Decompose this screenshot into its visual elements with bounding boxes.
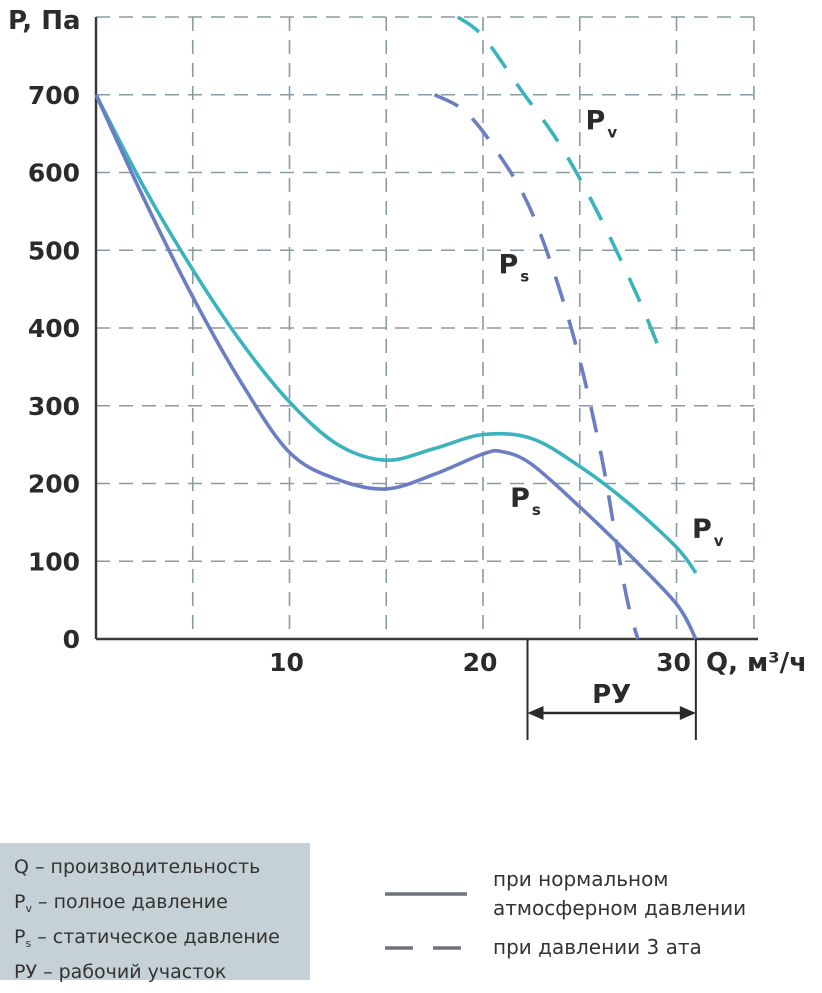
legend-text: – полное давление (31, 891, 228, 913)
x-tick-label: 10 (269, 648, 304, 677)
y-tick-label: 400 (28, 314, 80, 343)
legend-text: – статическое давление (31, 926, 280, 948)
x-axis-title: Q, м³/ч (706, 648, 807, 678)
series-line-ps-dashed (433, 93, 640, 640)
y-tick-label: 200 (28, 470, 80, 499)
legend-symbol: РУ (14, 961, 38, 983)
series-line-ps-solid (94, 93, 698, 640)
curve-label-subscript: v (607, 124, 617, 142)
axes (94, 17, 758, 641)
legend-symbol: Q (14, 856, 29, 878)
y-tick-label: 500 (28, 236, 80, 265)
y-tick-label: 600 (28, 159, 80, 188)
legend-solid-line2: атмосферном давлении (493, 896, 747, 920)
grid (96, 16, 758, 639)
x-tick-label: 30 (656, 648, 691, 677)
legend-solid-text: при нормальном атмосферном давлении (493, 865, 746, 923)
tick-labels: 0 100 200 300 400 500 600 700 10 20 30 (28, 81, 691, 677)
curve-label-subscript: v (714, 532, 724, 550)
y-axis-title: P, Па (8, 6, 81, 36)
legend-subscript: v (25, 902, 32, 915)
curves (94, 15, 698, 640)
legend-symbol: P (14, 926, 26, 948)
x-tick-label: 20 (463, 648, 498, 677)
series-line-pv-dashed (456, 15, 659, 345)
y-tick-label: 0 (63, 625, 80, 654)
legend-row-pv: Pv – полное давление (14, 888, 310, 923)
legend-row-q: Q – производительность (14, 853, 310, 888)
y-tick-label: 300 (28, 392, 80, 421)
solid-line-swatch (385, 892, 467, 896)
legend-dashed-row: при давлении 3 ата (385, 933, 702, 962)
legend-text: – производительность (28, 856, 261, 878)
legend-symbol: P (14, 891, 26, 913)
y-tick-label: 700 (28, 81, 80, 110)
legend-text: – рабочий участок (37, 961, 227, 983)
legend-solid-row: при нормальном атмосферном давлении (385, 865, 746, 923)
legend-row-ps: Ps – статическое давление (14, 923, 310, 958)
working-range: РУ (526, 639, 697, 740)
dashed-line-swatch (385, 945, 467, 950)
range-label: РУ (592, 680, 631, 710)
range-arrow-head-right (679, 706, 696, 720)
legend-solid-line1: при нормальном (493, 867, 669, 891)
curve-label-subscript: s (532, 501, 541, 519)
legend-row-ru: РУ – рабочий участок (14, 958, 310, 993)
y-tick-label: 100 (28, 547, 80, 576)
legend-subscript: s (25, 937, 32, 950)
series-line-pv-solid (94, 93, 698, 574)
legend-dashed-text: при давлении 3 ата (493, 935, 702, 959)
line-style-legend: при нормальном атмосферном давлении при … (385, 865, 815, 975)
legend-box: Q – производительность Pv – полное давле… (0, 843, 310, 983)
range-arrow-head-left (527, 706, 544, 720)
curve-label-subscript: s (520, 268, 529, 286)
